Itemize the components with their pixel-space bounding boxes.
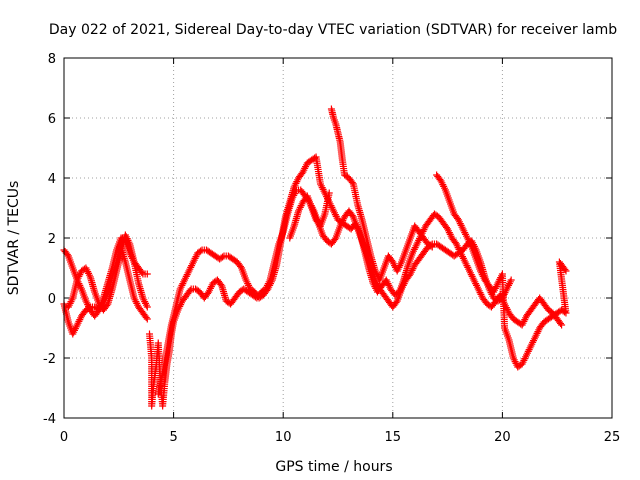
data-point: [561, 266, 569, 273]
data-point: [197, 247, 205, 255]
x-tick-label: 15: [385, 430, 402, 445]
y-tick-label: -4: [43, 412, 56, 427]
data-point: [561, 308, 569, 316]
data-point: [85, 304, 93, 312]
y-tick-label: 6: [48, 112, 56, 127]
data-point: [348, 179, 356, 186]
y-tick-label: 0: [48, 292, 56, 307]
data-point: [219, 253, 227, 261]
y-tick-label: 8: [48, 52, 56, 67]
x-tick-label: 25: [604, 430, 621, 445]
plot-frame: [63, 57, 613, 419]
x-tick-label: 20: [494, 430, 511, 445]
data-point: [143, 303, 151, 311]
y-axis-label: SDTVAR / TECUs: [6, 181, 22, 296]
data-point: [217, 281, 225, 288]
x-tick-label: 10: [275, 430, 292, 445]
data-point: [558, 321, 566, 329]
data-point: [143, 270, 151, 278]
data-point: [325, 189, 333, 197]
chart-title: Day 022 of 2021, Sidereal Day-to-day VTE…: [49, 22, 617, 38]
data-point: [428, 243, 436, 251]
x-tick-label: 0: [60, 430, 68, 445]
y-tick-label: 4: [48, 172, 56, 187]
data-point: [143, 315, 151, 323]
data-point: [103, 302, 111, 309]
data-point: [427, 242, 435, 250]
data-point: [142, 314, 150, 321]
data-point: [556, 320, 564, 327]
data-point: [507, 276, 515, 284]
y-tick-label: -2: [43, 352, 56, 367]
x-tick-label: 5: [169, 430, 177, 445]
grid-lines: [64, 58, 612, 418]
data-point: [186, 287, 194, 294]
data-points: [60, 105, 570, 410]
x-axis-label: GPS time / hours: [275, 459, 392, 475]
y-tick-label: 2: [48, 232, 56, 247]
data-point: [562, 267, 570, 275]
